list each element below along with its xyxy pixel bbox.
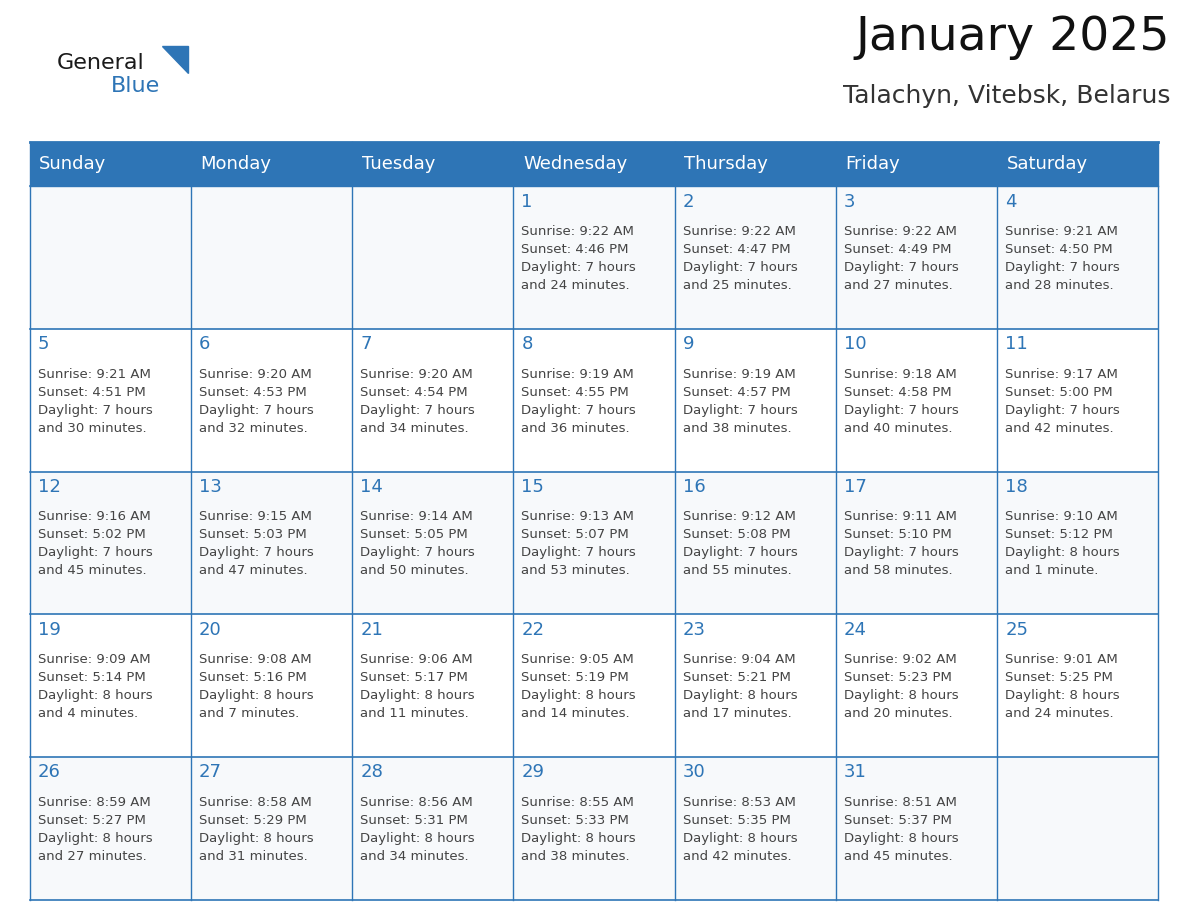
Text: 3: 3 bbox=[843, 193, 855, 211]
Text: Blue: Blue bbox=[110, 76, 159, 96]
FancyBboxPatch shape bbox=[836, 142, 997, 186]
Text: Sunrise: 9:20 AM
Sunset: 4:53 PM
Daylight: 7 hours
and 32 minutes.: Sunrise: 9:20 AM Sunset: 4:53 PM Dayligh… bbox=[198, 367, 314, 434]
Text: Sunrise: 9:19 AM
Sunset: 4:57 PM
Daylight: 7 hours
and 38 minutes.: Sunrise: 9:19 AM Sunset: 4:57 PM Dayligh… bbox=[683, 367, 797, 434]
Text: Sunrise: 9:22 AM
Sunset: 4:47 PM
Daylight: 7 hours
and 25 minutes.: Sunrise: 9:22 AM Sunset: 4:47 PM Dayligh… bbox=[683, 225, 797, 292]
Text: 30: 30 bbox=[683, 764, 706, 781]
Text: Sunrise: 8:55 AM
Sunset: 5:33 PM
Daylight: 8 hours
and 38 minutes.: Sunrise: 8:55 AM Sunset: 5:33 PM Dayligh… bbox=[522, 796, 636, 863]
Text: 22: 22 bbox=[522, 621, 544, 639]
Text: January 2025: January 2025 bbox=[855, 15, 1170, 60]
Text: 5: 5 bbox=[38, 335, 49, 353]
Text: 15: 15 bbox=[522, 478, 544, 496]
FancyBboxPatch shape bbox=[30, 472, 1158, 614]
Text: 12: 12 bbox=[38, 478, 61, 496]
Text: Sunrise: 9:19 AM
Sunset: 4:55 PM
Daylight: 7 hours
and 36 minutes.: Sunrise: 9:19 AM Sunset: 4:55 PM Dayligh… bbox=[522, 367, 637, 434]
Text: Sunrise: 8:51 AM
Sunset: 5:37 PM
Daylight: 8 hours
and 45 minutes.: Sunrise: 8:51 AM Sunset: 5:37 PM Dayligh… bbox=[843, 796, 959, 863]
Text: 20: 20 bbox=[198, 621, 222, 639]
Text: 25: 25 bbox=[1005, 621, 1028, 639]
Text: 6: 6 bbox=[198, 335, 210, 353]
Text: 18: 18 bbox=[1005, 478, 1028, 496]
Text: Sunrise: 9:05 AM
Sunset: 5:19 PM
Daylight: 8 hours
and 14 minutes.: Sunrise: 9:05 AM Sunset: 5:19 PM Dayligh… bbox=[522, 653, 636, 720]
Text: 10: 10 bbox=[843, 335, 866, 353]
Text: Sunrise: 9:21 AM
Sunset: 4:50 PM
Daylight: 7 hours
and 28 minutes.: Sunrise: 9:21 AM Sunset: 4:50 PM Dayligh… bbox=[1005, 225, 1120, 292]
FancyBboxPatch shape bbox=[513, 142, 675, 186]
Text: Sunrise: 9:06 AM
Sunset: 5:17 PM
Daylight: 8 hours
and 11 minutes.: Sunrise: 9:06 AM Sunset: 5:17 PM Dayligh… bbox=[360, 653, 475, 720]
Text: 14: 14 bbox=[360, 478, 383, 496]
Text: 17: 17 bbox=[843, 478, 867, 496]
Text: Friday: Friday bbox=[846, 155, 901, 174]
Text: 7: 7 bbox=[360, 335, 372, 353]
Text: 2: 2 bbox=[683, 193, 694, 211]
Text: 31: 31 bbox=[843, 764, 867, 781]
FancyBboxPatch shape bbox=[30, 757, 1158, 900]
Text: Sunrise: 9:16 AM
Sunset: 5:02 PM
Daylight: 7 hours
and 45 minutes.: Sunrise: 9:16 AM Sunset: 5:02 PM Dayligh… bbox=[38, 510, 152, 577]
Text: Sunrise: 9:20 AM
Sunset: 4:54 PM
Daylight: 7 hours
and 34 minutes.: Sunrise: 9:20 AM Sunset: 4:54 PM Dayligh… bbox=[360, 367, 475, 434]
Text: Sunrise: 9:02 AM
Sunset: 5:23 PM
Daylight: 8 hours
and 20 minutes.: Sunrise: 9:02 AM Sunset: 5:23 PM Dayligh… bbox=[843, 653, 959, 720]
Text: Sunrise: 9:04 AM
Sunset: 5:21 PM
Daylight: 8 hours
and 17 minutes.: Sunrise: 9:04 AM Sunset: 5:21 PM Dayligh… bbox=[683, 653, 797, 720]
FancyBboxPatch shape bbox=[191, 142, 352, 186]
FancyBboxPatch shape bbox=[675, 142, 836, 186]
Polygon shape bbox=[162, 46, 188, 73]
Text: 4: 4 bbox=[1005, 193, 1017, 211]
Text: Sunrise: 9:13 AM
Sunset: 5:07 PM
Daylight: 7 hours
and 53 minutes.: Sunrise: 9:13 AM Sunset: 5:07 PM Dayligh… bbox=[522, 510, 637, 577]
FancyBboxPatch shape bbox=[997, 142, 1158, 186]
Text: Tuesday: Tuesday bbox=[362, 155, 435, 174]
Text: Sunrise: 8:56 AM
Sunset: 5:31 PM
Daylight: 8 hours
and 34 minutes.: Sunrise: 8:56 AM Sunset: 5:31 PM Dayligh… bbox=[360, 796, 475, 863]
Text: Sunrise: 8:59 AM
Sunset: 5:27 PM
Daylight: 8 hours
and 27 minutes.: Sunrise: 8:59 AM Sunset: 5:27 PM Dayligh… bbox=[38, 796, 152, 863]
Text: Sunrise: 8:58 AM
Sunset: 5:29 PM
Daylight: 8 hours
and 31 minutes.: Sunrise: 8:58 AM Sunset: 5:29 PM Dayligh… bbox=[198, 796, 314, 863]
Text: Thursday: Thursday bbox=[684, 155, 769, 174]
Text: 27: 27 bbox=[198, 764, 222, 781]
Text: Sunrise: 9:01 AM
Sunset: 5:25 PM
Daylight: 8 hours
and 24 minutes.: Sunrise: 9:01 AM Sunset: 5:25 PM Dayligh… bbox=[1005, 653, 1120, 720]
Text: 8: 8 bbox=[522, 335, 533, 353]
Text: Sunrise: 9:08 AM
Sunset: 5:16 PM
Daylight: 8 hours
and 7 minutes.: Sunrise: 9:08 AM Sunset: 5:16 PM Dayligh… bbox=[198, 653, 314, 720]
FancyBboxPatch shape bbox=[30, 186, 1158, 329]
Text: Saturday: Saturday bbox=[1006, 155, 1088, 174]
FancyBboxPatch shape bbox=[352, 142, 513, 186]
FancyBboxPatch shape bbox=[30, 329, 1158, 472]
Text: 16: 16 bbox=[683, 478, 706, 496]
Text: Sunrise: 9:10 AM
Sunset: 5:12 PM
Daylight: 8 hours
and 1 minute.: Sunrise: 9:10 AM Sunset: 5:12 PM Dayligh… bbox=[1005, 510, 1120, 577]
Text: Sunrise: 8:53 AM
Sunset: 5:35 PM
Daylight: 8 hours
and 42 minutes.: Sunrise: 8:53 AM Sunset: 5:35 PM Dayligh… bbox=[683, 796, 797, 863]
Text: Sunrise: 9:22 AM
Sunset: 4:49 PM
Daylight: 7 hours
and 27 minutes.: Sunrise: 9:22 AM Sunset: 4:49 PM Dayligh… bbox=[843, 225, 959, 292]
Text: 26: 26 bbox=[38, 764, 61, 781]
Text: Sunrise: 9:14 AM
Sunset: 5:05 PM
Daylight: 7 hours
and 50 minutes.: Sunrise: 9:14 AM Sunset: 5:05 PM Dayligh… bbox=[360, 510, 475, 577]
Text: 23: 23 bbox=[683, 621, 706, 639]
Text: Monday: Monday bbox=[201, 155, 272, 174]
Text: 29: 29 bbox=[522, 764, 544, 781]
Text: Sunrise: 9:22 AM
Sunset: 4:46 PM
Daylight: 7 hours
and 24 minutes.: Sunrise: 9:22 AM Sunset: 4:46 PM Dayligh… bbox=[522, 225, 637, 292]
Text: Sunrise: 9:12 AM
Sunset: 5:08 PM
Daylight: 7 hours
and 55 minutes.: Sunrise: 9:12 AM Sunset: 5:08 PM Dayligh… bbox=[683, 510, 797, 577]
Text: Sunrise: 9:11 AM
Sunset: 5:10 PM
Daylight: 7 hours
and 58 minutes.: Sunrise: 9:11 AM Sunset: 5:10 PM Dayligh… bbox=[843, 510, 959, 577]
Text: Sunrise: 9:18 AM
Sunset: 4:58 PM
Daylight: 7 hours
and 40 minutes.: Sunrise: 9:18 AM Sunset: 4:58 PM Dayligh… bbox=[843, 367, 959, 434]
Text: Talachyn, Vitebsk, Belarus: Talachyn, Vitebsk, Belarus bbox=[842, 84, 1170, 108]
Text: Sunrise: 9:21 AM
Sunset: 4:51 PM
Daylight: 7 hours
and 30 minutes.: Sunrise: 9:21 AM Sunset: 4:51 PM Dayligh… bbox=[38, 367, 152, 434]
Text: Sunrise: 9:09 AM
Sunset: 5:14 PM
Daylight: 8 hours
and 4 minutes.: Sunrise: 9:09 AM Sunset: 5:14 PM Dayligh… bbox=[38, 653, 152, 720]
Text: Sunrise: 9:17 AM
Sunset: 5:00 PM
Daylight: 7 hours
and 42 minutes.: Sunrise: 9:17 AM Sunset: 5:00 PM Dayligh… bbox=[1005, 367, 1120, 434]
Text: General: General bbox=[57, 53, 145, 73]
Text: 1: 1 bbox=[522, 193, 533, 211]
Text: 9: 9 bbox=[683, 335, 694, 353]
Text: Sunday: Sunday bbox=[39, 155, 107, 174]
FancyBboxPatch shape bbox=[30, 614, 1158, 757]
Text: Sunrise: 9:15 AM
Sunset: 5:03 PM
Daylight: 7 hours
and 47 minutes.: Sunrise: 9:15 AM Sunset: 5:03 PM Dayligh… bbox=[198, 510, 314, 577]
Text: 13: 13 bbox=[198, 478, 222, 496]
Text: 19: 19 bbox=[38, 621, 61, 639]
Text: 21: 21 bbox=[360, 621, 383, 639]
Text: 28: 28 bbox=[360, 764, 383, 781]
Text: 24: 24 bbox=[843, 621, 867, 639]
Text: 11: 11 bbox=[1005, 335, 1028, 353]
FancyBboxPatch shape bbox=[30, 142, 191, 186]
Text: Wednesday: Wednesday bbox=[523, 155, 627, 174]
